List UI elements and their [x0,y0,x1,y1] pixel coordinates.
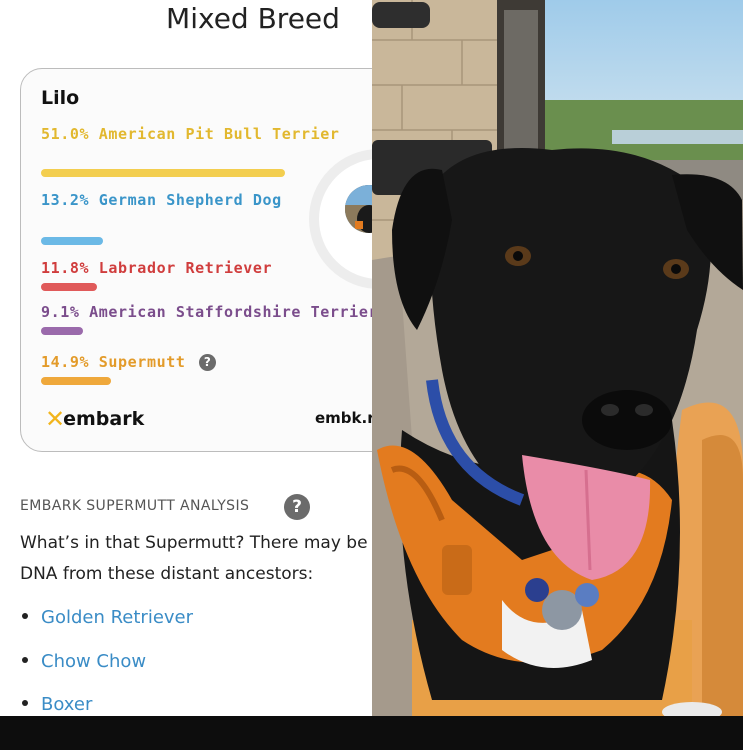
ancestor-link[interactable]: Boxer [41,694,93,715]
embark-logo[interactable]: ✕embark [45,403,145,433]
ancestor-item[interactable]: Chow Chow [22,651,193,695]
breed-row-supermutt: 14.9% Supermutt ? [41,351,372,373]
report-panel: Mixed Breed Lilo 51.0% American Pit Bull… [20,2,372,738]
breed-bar-pit-bull [41,169,285,177]
breed-label-supermutt: 14.9% Supermutt [41,353,186,371]
dog-name: Lilo [41,87,80,109]
ancestor-item[interactable]: Boxer [22,694,193,738]
bullet-icon [22,613,28,619]
embark-logo-icon: ✕ [45,405,66,433]
breed-bar-labrador [41,283,97,291]
ancestor-link[interactable]: Golden Retriever [41,607,194,628]
breed-card: Lilo 51.0% American Pit Bull Terrier 13.… [20,68,372,452]
breed-label-labrador: 11.8% Labrador Retriever [41,259,273,277]
site-url[interactable]: embk.r [315,409,372,427]
bullet-icon [22,656,28,663]
ancestor-item[interactable]: Golden Retriever [22,607,193,651]
breed-label-pit-bull: 51.0% American Pit Bull Terrier [41,125,340,143]
question-circle-icon[interactable]: ? [284,494,310,520]
section-title: EMBARK SUPERMUTT ANALYSIS [20,498,250,514]
bottom-bar [0,716,743,750]
analysis-description: What’s in that Supermutt? There may be s… [20,533,372,584]
bullet-icon [22,700,28,706]
question-circle-icon[interactable]: ? [199,354,217,371]
embark-logo-text: embark [63,408,145,430]
dog-photo [372,0,743,716]
breed-bar-supermutt [41,377,111,385]
breed-label-staffordshire: 9.1% American Staffordshire Terrier [41,303,372,321]
ancestor-link[interactable]: Chow Chow [41,650,147,672]
avatar-photo [345,185,372,233]
dog-avatar [309,149,372,289]
breed-label-german-shepherd: 13.2% German Shepherd Dog [41,191,282,209]
page-title: Mixed Breed [166,2,340,35]
ancestor-list: Golden Retriever Chow Chow Boxer [22,607,193,738]
breed-bar-staffordshire [41,327,83,335]
breed-bar-german-shepherd [41,237,103,245]
